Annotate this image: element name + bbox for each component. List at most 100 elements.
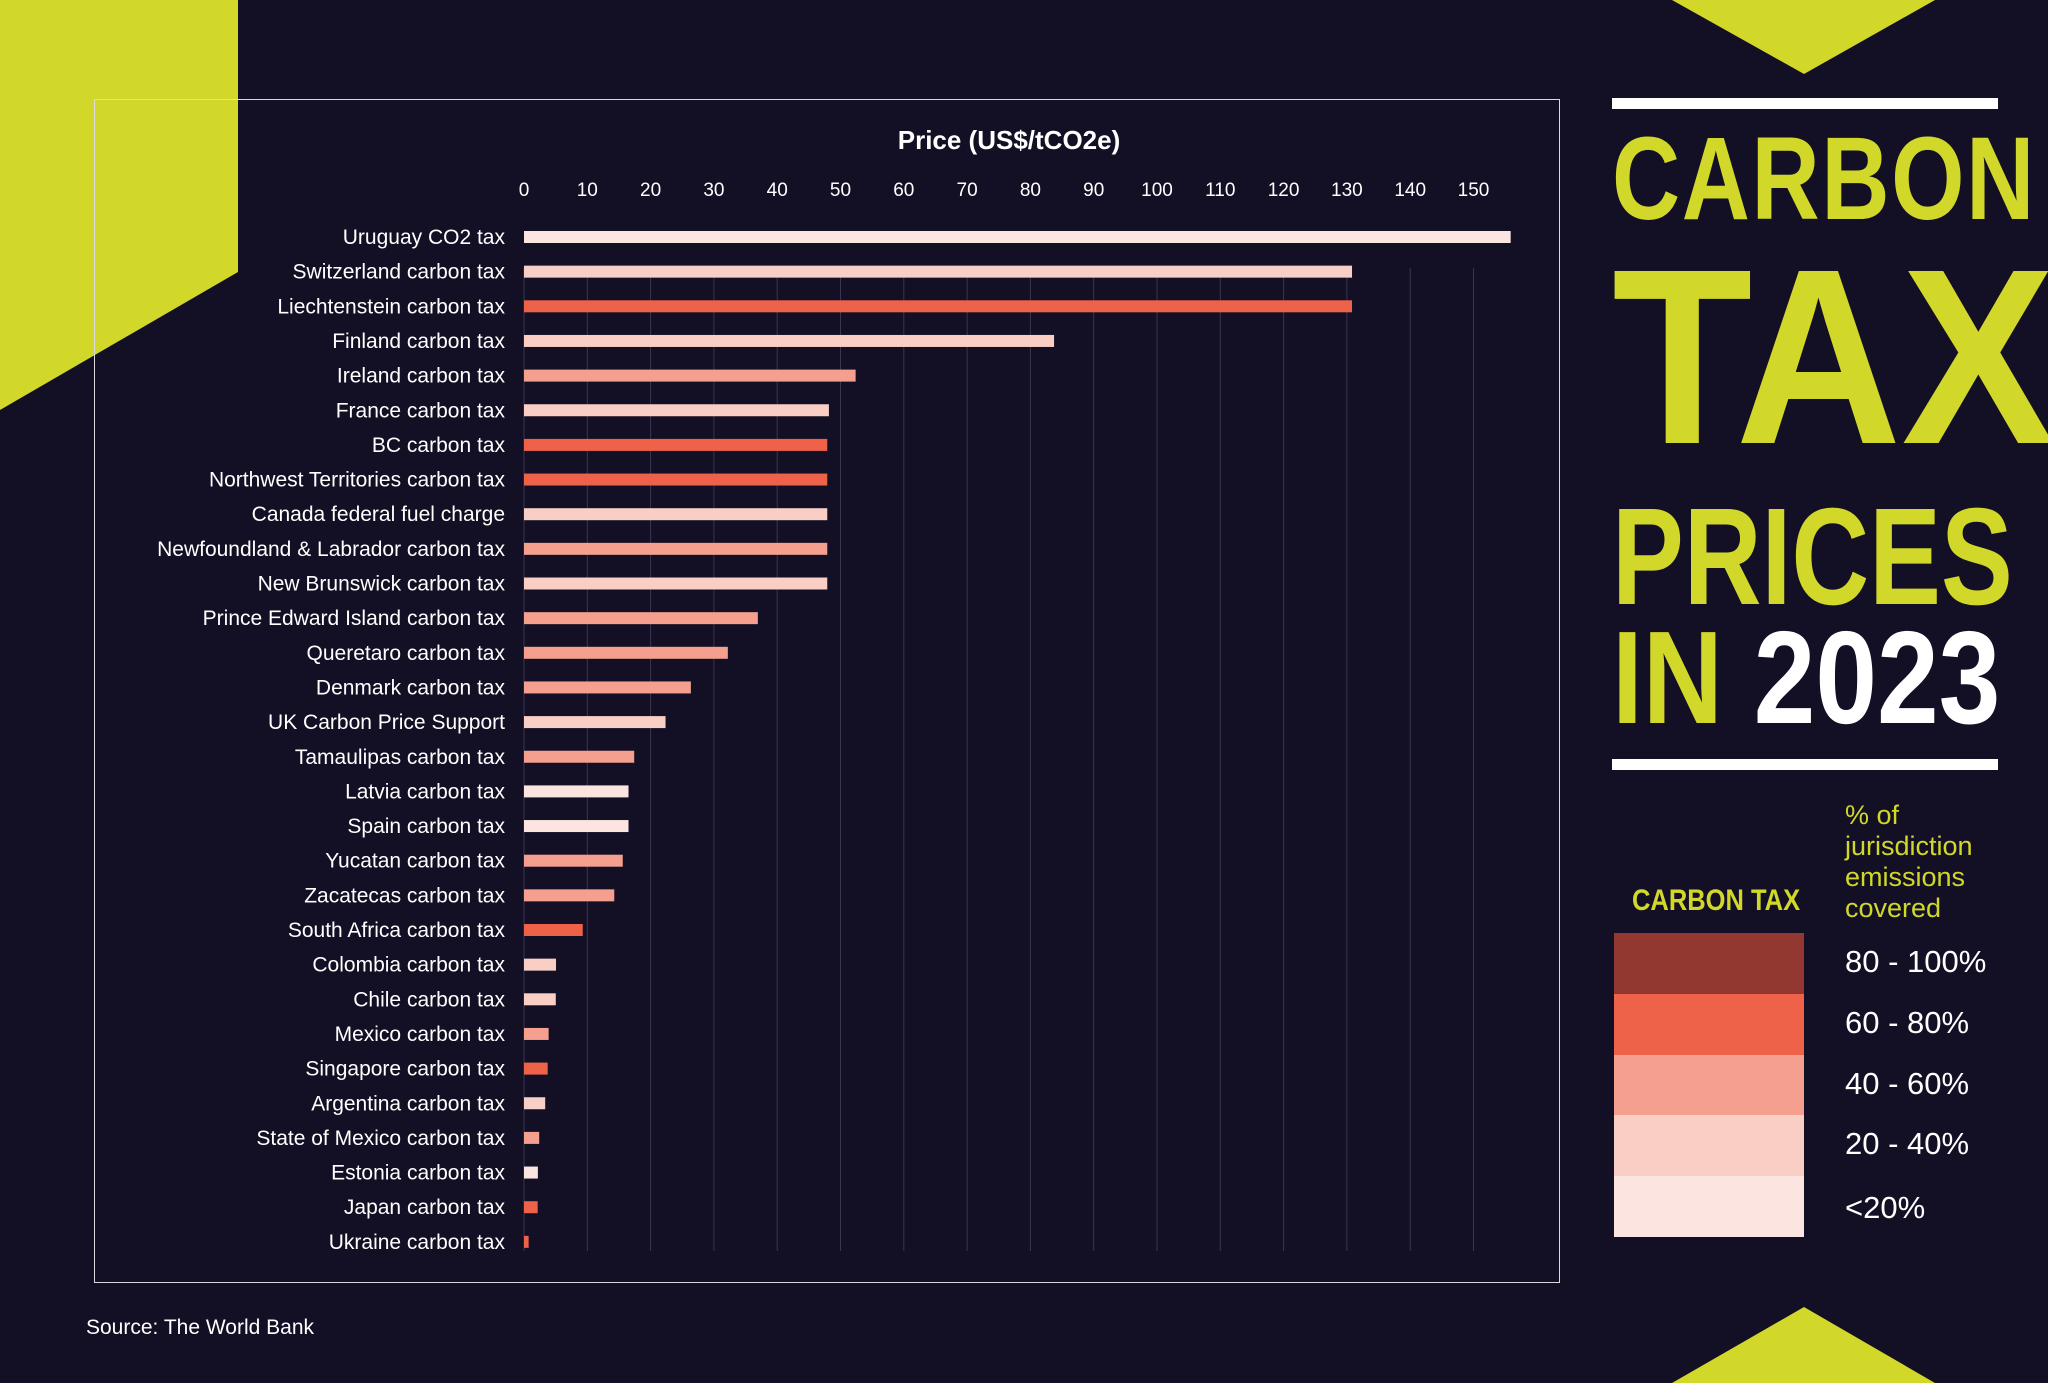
legend-swatch-under-20	[1614, 1176, 1804, 1237]
bar	[524, 785, 629, 798]
legend-swatch-60-80	[1614, 994, 1804, 1055]
legend-swatch-40-60	[1614, 1055, 1804, 1116]
bar	[524, 542, 828, 555]
category-label: State of Mexico carbon tax	[256, 1127, 505, 1150]
source-note: Source: The World Bank	[86, 1316, 315, 1339]
title-bottom-rule	[1612, 759, 1998, 770]
legend-heading: CARBON TAX	[1632, 884, 1801, 917]
legend-label-20-40: 20 - 40%	[1845, 1126, 1970, 1161]
legend-label-80-100: 80 - 100%	[1845, 944, 1987, 979]
chart-frame: Price (US$/tCO2e) 0 10 20 30 40 50 60 70 80 90 100…	[94, 99, 1560, 1283]
category-label: Denmark carbon tax	[316, 676, 506, 699]
bar	[524, 1166, 538, 1179]
bar	[524, 404, 829, 417]
bar	[524, 1027, 549, 1040]
title-line-tax: TAX	[1612, 217, 2048, 496]
category-label: Finland carbon tax	[332, 330, 505, 353]
bar	[524, 473, 828, 486]
x-tick-label-60: 60	[893, 180, 914, 201]
category-label: Latvia carbon tax	[345, 780, 505, 803]
category-label: Canada federal fuel charge	[252, 503, 505, 526]
category-label: Uruguay CO2 tax	[343, 226, 506, 249]
category-label: Queretaro carbon tax	[307, 642, 506, 665]
x-tick-label-0: 0	[519, 180, 530, 201]
bar	[524, 750, 635, 763]
bar	[524, 1097, 546, 1110]
legend-label-40-60: 40 - 60%	[1845, 1066, 1970, 1101]
x-tick-label-80: 80	[1020, 180, 1041, 201]
bar	[524, 1201, 538, 1214]
bar	[524, 438, 828, 451]
legend-label-under-20: <20%	[1845, 1190, 1926, 1225]
x-tick-label-90: 90	[1083, 180, 1104, 201]
title-in: IN	[1612, 604, 1723, 751]
legend-swatch-20-40	[1614, 1115, 1804, 1176]
x-tick-label-70: 70	[957, 180, 978, 201]
top-right-accent-triangle	[1672, 0, 1935, 74]
bottom-right-accent-triangle	[1672, 1307, 1935, 1383]
x-tick-label-100: 100	[1141, 180, 1173, 201]
title-year: 2023	[1753, 604, 2001, 751]
category-label: UK Carbon Price Support	[268, 711, 505, 734]
category-label: Ireland carbon tax	[337, 365, 506, 388]
x-tick-label-150: 150	[1458, 180, 1490, 201]
category-label: Northwest Territories carbon tax	[209, 469, 506, 492]
category-label: New Brunswick carbon tax	[258, 573, 506, 596]
bar-chart: Price (US$/tCO2e) 0 10 20 30 40 50 60 70 80 90 100…	[157, 125, 1511, 1254]
category-label: BC carbon tax	[372, 434, 506, 457]
category-label: Spain carbon tax	[347, 815, 505, 838]
category-label: Yucatan carbon tax	[325, 850, 505, 873]
x-tick-label-40: 40	[767, 180, 788, 201]
title-line-prices: PRICES	[1612, 480, 2013, 634]
x-tick-label-130: 130	[1331, 180, 1363, 201]
bar	[524, 231, 1511, 243]
bar	[524, 300, 1353, 313]
x-tick-label-120: 120	[1268, 180, 1300, 201]
category-label: Singapore carbon tax	[305, 1058, 505, 1081]
x-tick-label-30: 30	[703, 180, 724, 201]
category-label: Tamaulipas carbon tax	[295, 746, 506, 769]
x-tick-label-140: 140	[1394, 180, 1426, 201]
legend-swatch-80-100	[1614, 933, 1804, 994]
category-label: Switzerland carbon tax	[293, 261, 506, 284]
bar	[524, 716, 666, 729]
title-top-rule	[1612, 98, 1998, 109]
bar	[524, 334, 1055, 347]
category-label: Japan carbon tax	[344, 1196, 506, 1219]
category-label: Newfoundland & Labrador carbon tax	[157, 538, 505, 561]
bar	[524, 681, 691, 694]
category-label: France carbon tax	[336, 399, 506, 422]
category-label: South Africa carbon tax	[288, 919, 506, 942]
bar	[524, 1131, 540, 1144]
bar	[524, 958, 557, 971]
category-label: Chile carbon tax	[353, 988, 505, 1011]
category-label: Colombia carbon tax	[312, 954, 505, 977]
category-label: Estonia carbon tax	[331, 1162, 505, 1185]
bar	[524, 1235, 529, 1248]
chart-title: Price (US$/tCO2e)	[898, 125, 1121, 155]
x-tick-label-10: 10	[577, 180, 598, 201]
bar	[524, 1062, 548, 1075]
category-label: Mexico carbon tax	[335, 1023, 506, 1046]
category-label: Liechtenstein carbon tax	[277, 295, 505, 318]
category-label: Argentina carbon tax	[311, 1092, 505, 1115]
bar	[524, 820, 629, 833]
legend-note: % of jurisdiction emissions covered	[1845, 800, 1973, 923]
category-label: Zacatecas carbon tax	[304, 884, 505, 907]
bar	[524, 265, 1353, 278]
x-tick-label-50: 50	[830, 180, 851, 201]
bar	[524, 369, 856, 382]
top-left-accent-shape	[0, 0, 238, 410]
bar	[524, 577, 828, 590]
bar	[524, 924, 583, 936]
bar	[524, 646, 728, 659]
bar	[524, 993, 556, 1006]
category-label: Prince Edward Island carbon tax	[203, 607, 506, 630]
x-tick-label-110: 110	[1205, 180, 1235, 201]
bar	[524, 854, 623, 867]
title-line-year: IN 2023	[1612, 612, 2000, 744]
category-label: Ukraine carbon tax	[329, 1231, 506, 1254]
bar	[524, 889, 615, 902]
legend-label-60-80: 60 - 80%	[1845, 1005, 1970, 1040]
